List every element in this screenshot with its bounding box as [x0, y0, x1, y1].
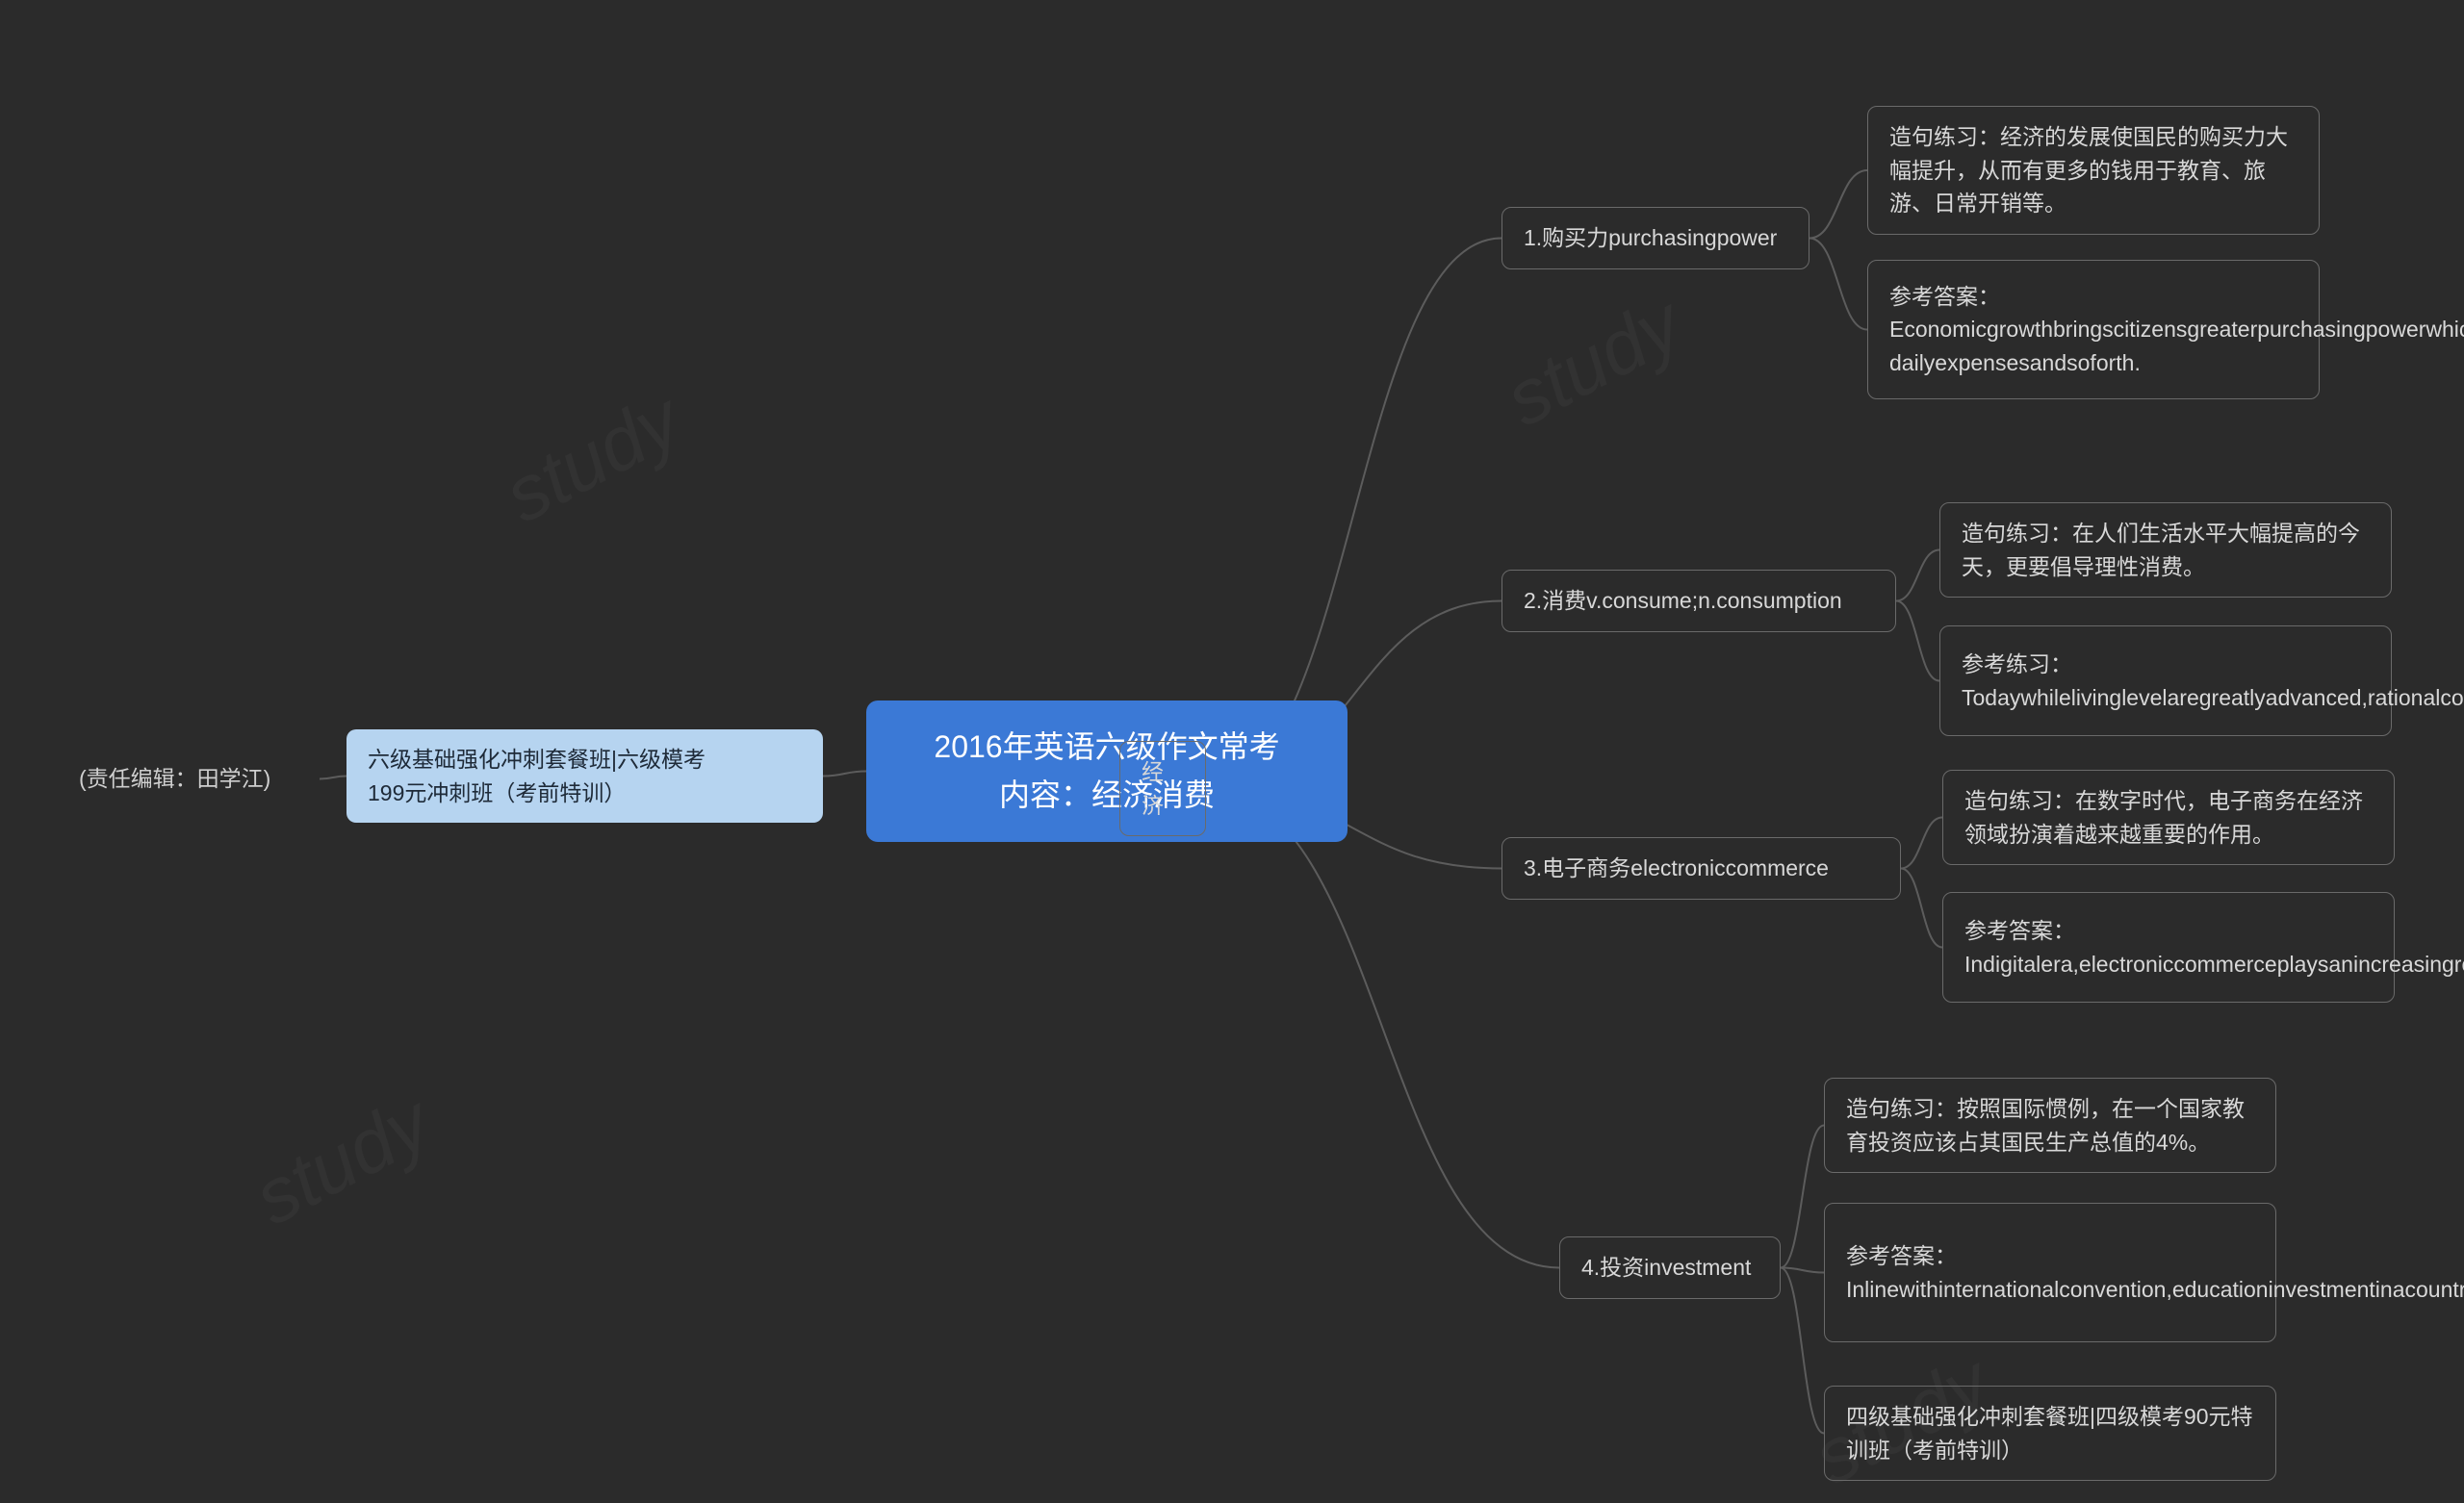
root-line2: 内容：经济消费: [893, 772, 1321, 820]
left-editor-node: (责任编辑：田学江): [69, 754, 320, 803]
topic-2-label: 2.消费v.consume;n.consumption: [1524, 584, 1842, 618]
right-category-node: 经济: [1119, 741, 1206, 836]
topic-2: 2.消费v.consume;n.consumption: [1502, 570, 1896, 632]
topic-3-label: 3.电子商务electroniccommerce: [1524, 852, 1829, 885]
topic-1: 1.购买力purchasingpower: [1502, 207, 1810, 269]
root-line1: 2016年英语六级作文常考: [893, 724, 1321, 772]
topic-4-label: 4.投资investment: [1581, 1251, 1751, 1285]
topic-4-child-1: 造句练习：按照国际惯例，在一个国家教育投资应该占其国民生产总值的4%。: [1824, 1078, 2276, 1173]
topic-1-child-1: 造句练习：经济的发展使国民的购买力大幅提升，从而有更多的钱用于教育、旅游、日常开…: [1867, 106, 2320, 235]
topic-3-child-1: 造句练习：在数字时代，电子商务在经济领域扮演着越来越重要的作用。: [1942, 770, 2395, 865]
left-course-node: 六级基础强化冲刺套餐班|六级模考 199元冲刺班（考前特训）: [346, 729, 823, 823]
category-label: 经济: [1142, 755, 1184, 822]
course-line2: 199元冲刺班（考前特训）: [368, 777, 706, 810]
topic-1-label: 1.购买力purchasingpower: [1524, 221, 1777, 255]
root-node: 2016年英语六级作文常考 内容：经济消费: [866, 701, 1348, 842]
course-line1: 六级基础强化冲刺套餐班|六级模考: [368, 743, 706, 777]
topic-4-child-3: 四级基础强化冲刺套餐班|四级模考90元特训班（考前特训）: [1824, 1386, 2276, 1481]
topic-3-child-2: 参考答案：Indigitalera,electroniccommerceplay…: [1942, 892, 2395, 1003]
topic-4: 4.投资investment: [1559, 1236, 1781, 1299]
editor-text: (责任编辑：田学江): [79, 762, 270, 796]
topic-1-child-2: 参考答案：Economicgrowthbringscitizensgreater…: [1867, 260, 2320, 399]
topic-2-child-2: 参考练习：Todaywhilelivinglevelaregreatlyadva…: [1939, 625, 2392, 736]
topic-4-child-2: 参考答案：Inlinewithinternationalconvention,e…: [1824, 1203, 2276, 1342]
topic-2-child-1: 造句练习：在人们生活水平大幅提高的今天，更要倡导理性消费。: [1939, 502, 2392, 598]
topic-3: 3.电子商务electroniccommerce: [1502, 837, 1901, 900]
